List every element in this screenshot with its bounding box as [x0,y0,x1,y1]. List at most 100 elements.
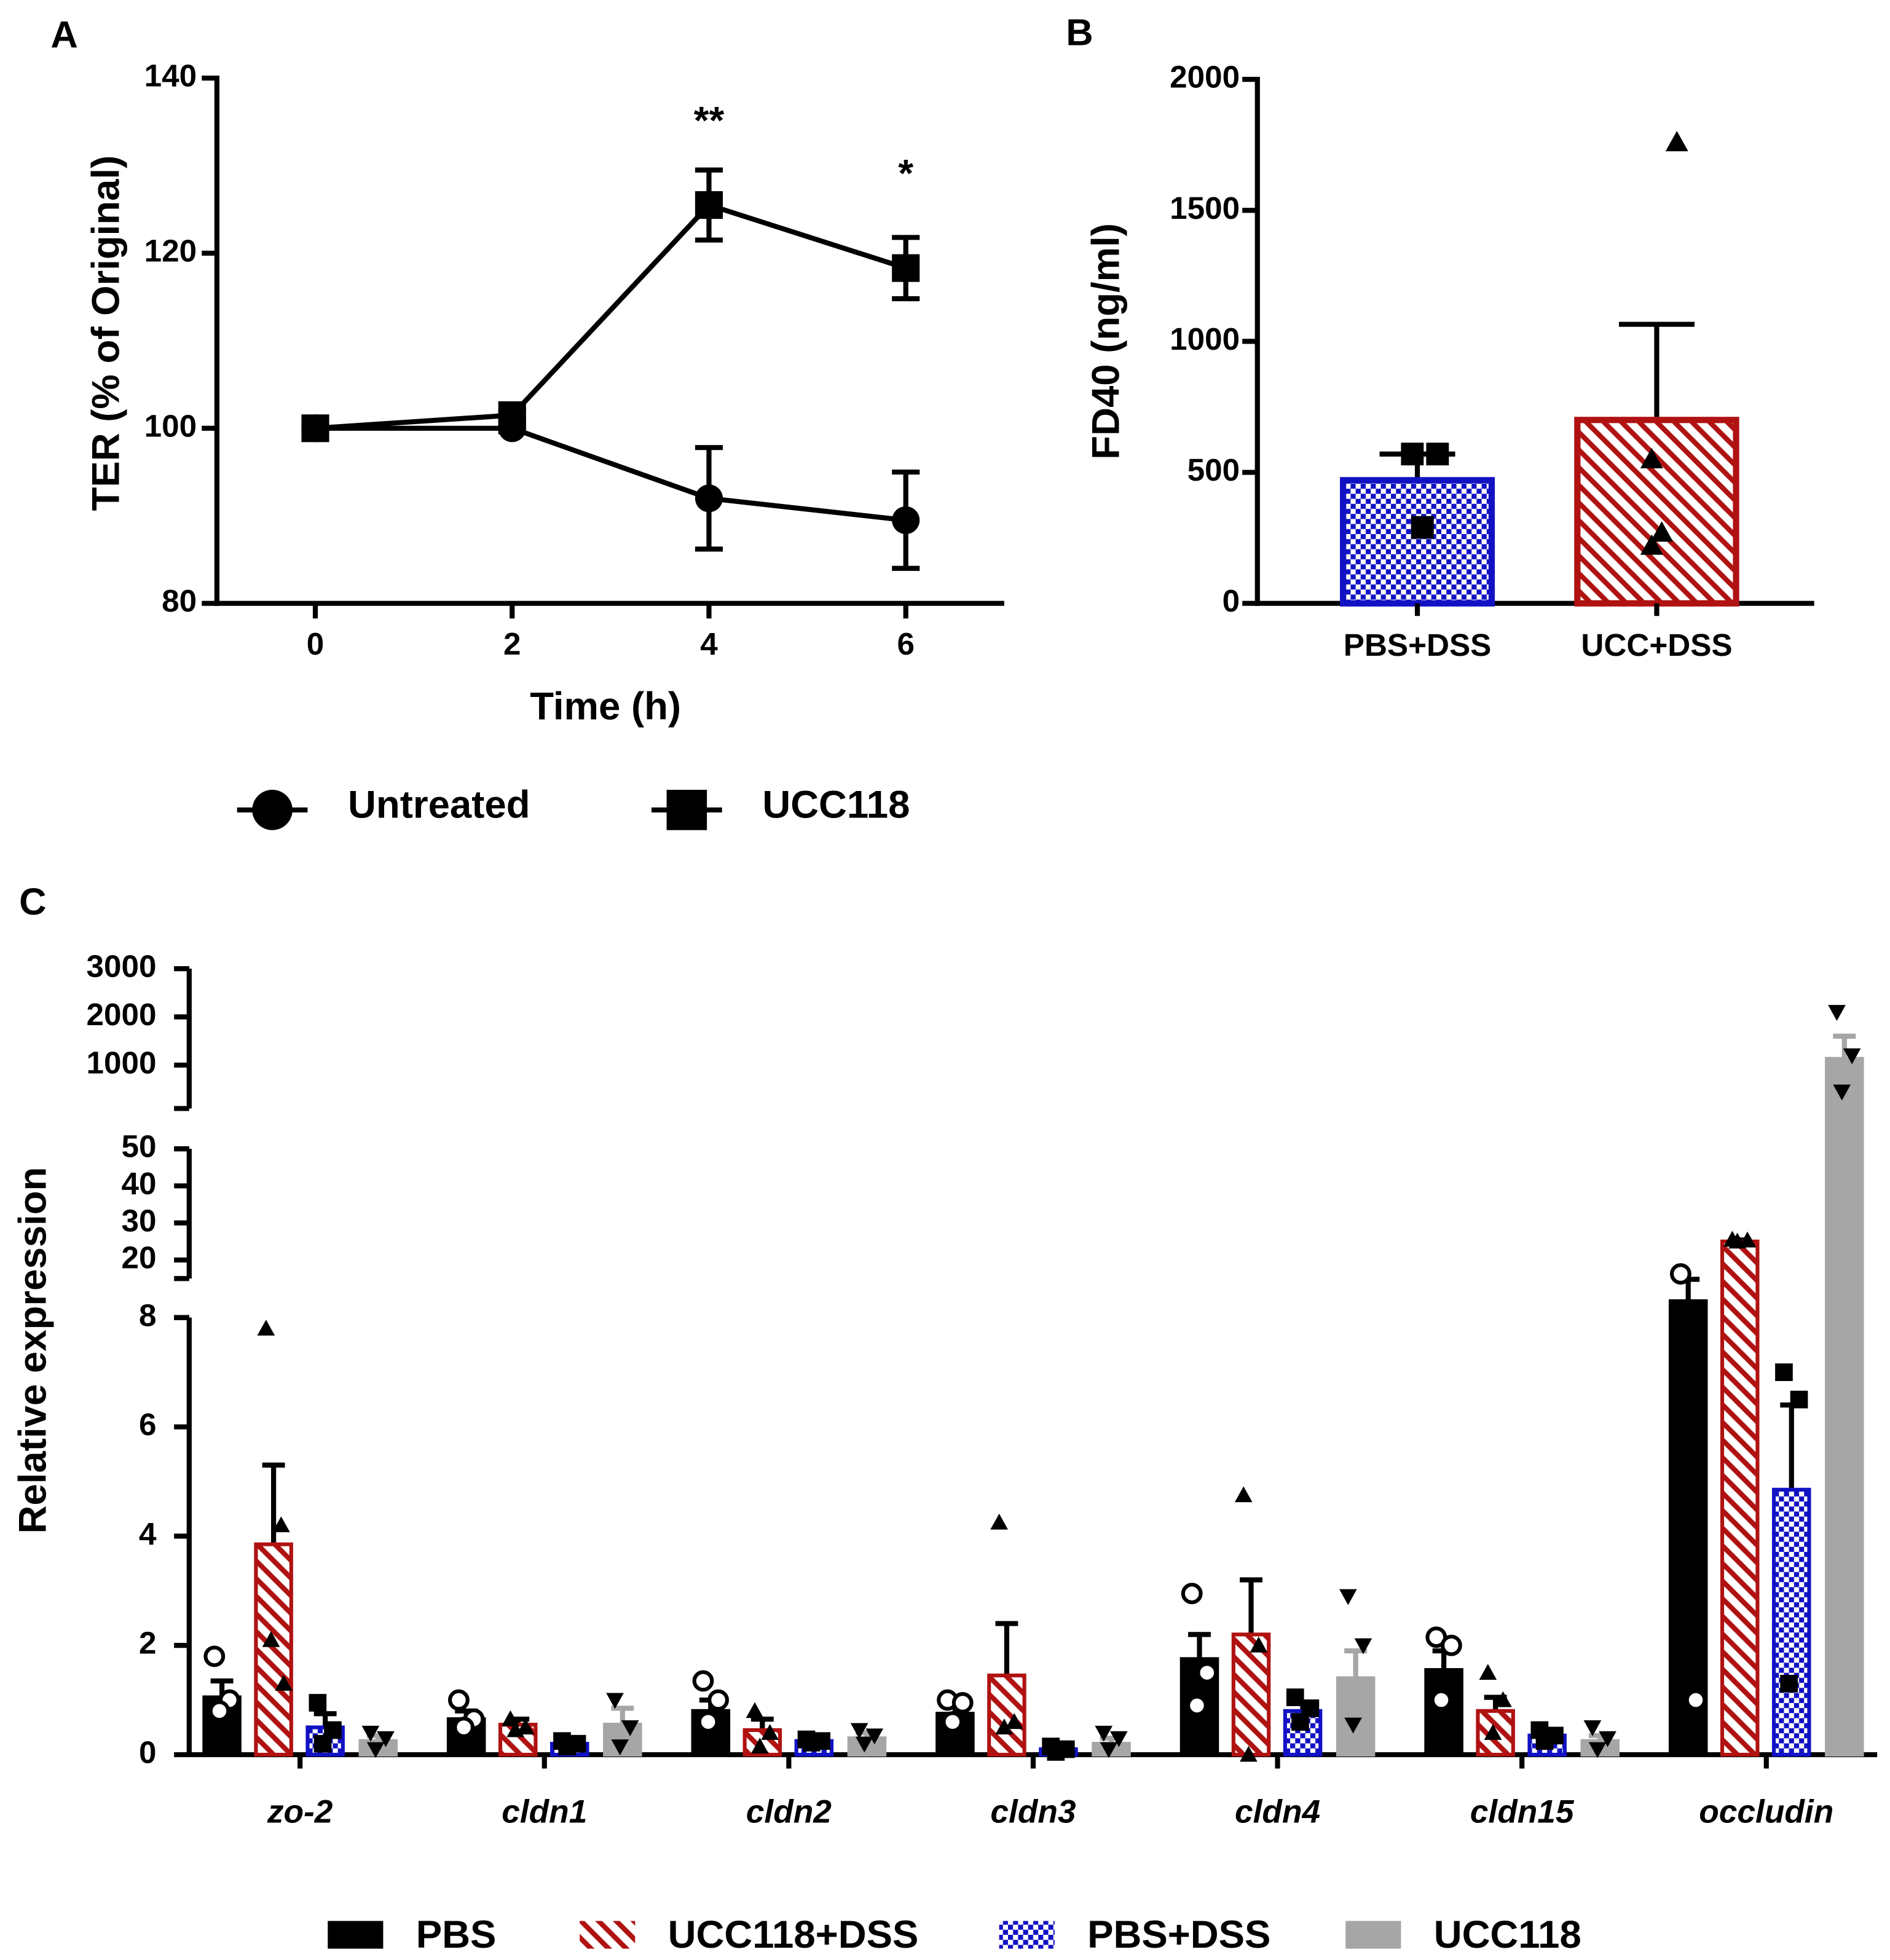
y-tick-label: 500 [1187,452,1240,487]
marker [1109,1731,1128,1747]
error-bar [1780,1402,1803,1490]
marker [1339,1589,1357,1605]
marker [750,1738,769,1754]
marker [361,1725,380,1742]
marker [1240,1746,1258,1762]
legend-swatch [999,1921,1055,1949]
marker [208,1700,230,1722]
x-tick-label: cldn4 [1235,1793,1320,1830]
error-bar [1833,1033,1856,1059]
marker [1780,1675,1798,1693]
marker [802,1734,821,1752]
x-tick-label: 6 [897,626,915,661]
x-tick-label: cldn3 [990,1793,1076,1830]
marker [1186,1694,1208,1717]
marker [1250,1636,1268,1653]
y-tick-label: 30 [122,1203,157,1238]
marker [892,254,920,282]
marker [621,1720,639,1736]
marker [447,1689,470,1711]
legend-label: Untreated [348,783,530,827]
marker [1665,130,1688,152]
marker [1588,1742,1607,1758]
marker [850,1723,868,1739]
error-bar [262,1462,285,1545]
marker [951,1692,974,1714]
bar [1231,1632,1271,1757]
legend-label: UCC118 [762,783,910,827]
legend-swatch [328,1921,384,1949]
marker [1535,1732,1554,1750]
marker [1775,1363,1793,1382]
y-tick-label: 140 [144,58,197,93]
marker [1828,1005,1846,1021]
marker [1494,1691,1512,1707]
bar [1340,477,1495,607]
bar [1336,1676,1376,1757]
marker [1095,1725,1113,1742]
legend-swatch [1345,1921,1401,1949]
marker [313,1734,332,1753]
marker [865,1728,884,1745]
y-tick-label: 80 [162,583,197,618]
marker [855,1736,873,1753]
marker [1426,443,1449,466]
y-tick-label: 120 [144,233,197,268]
marker [252,790,293,830]
x-tick-label: 2 [503,626,521,661]
annotation: ** [694,99,725,143]
x-axis-label: Time (h) [530,685,681,728]
marker [995,1718,1014,1734]
marker [666,790,707,830]
marker [272,1516,290,1533]
marker [1286,1688,1304,1706]
marker [1181,1583,1203,1605]
marker [1196,1662,1218,1684]
y-axis-label: FD40 (ng/ml) [1084,223,1128,460]
marker [1047,1743,1065,1761]
marker [366,1742,385,1758]
y-axis-label: TER (% of Original) [84,155,127,511]
marker [1669,1263,1691,1285]
marker [309,1694,327,1712]
error-bar [1188,1632,1211,1659]
x-tick-label: 4 [700,626,718,661]
marker [697,1711,719,1733]
marker [1583,1720,1602,1736]
y-tick-label: 1000 [87,1045,157,1080]
marker [1411,516,1434,539]
y-tick-label: 100 [144,408,197,443]
marker [1005,1713,1023,1730]
marker [692,1670,714,1692]
marker [275,1675,293,1691]
marker [611,1739,629,1755]
marker [453,1717,475,1738]
marker [1599,1731,1616,1747]
marker [1291,1713,1309,1731]
y-tick-label: 50 [122,1129,157,1164]
marker [942,1711,964,1733]
x-tick-label: PBS+DSS [1344,628,1492,663]
y-tick-label: 40 [122,1166,157,1201]
x-tick-label: occludin [1699,1793,1833,1830]
panel-label: A [50,14,77,57]
marker [1401,443,1424,466]
legend-label: UCC118+DSS [668,1913,919,1956]
marker [203,1645,226,1667]
y-tick-label: 0 [139,1734,156,1769]
bar [1771,1487,1811,1757]
bar [254,1542,293,1757]
marker [1234,1486,1253,1503]
marker [695,484,723,513]
y-tick-label: 2 [139,1626,156,1661]
marker [761,1724,779,1740]
x-tick-label: UCC+DSS [1581,628,1732,663]
y-tick-label: 20 [122,1240,157,1275]
legend-swatch [580,1921,636,1949]
marker [1640,447,1663,468]
y-tick-label: 4 [139,1516,157,1551]
panel-label: B [1066,12,1093,54]
marker [1344,1717,1362,1734]
marker [1479,1664,1497,1680]
